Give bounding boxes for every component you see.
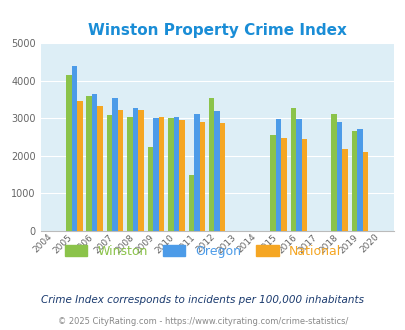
Legend: Winston, Oregon, National: Winston, Oregon, National (60, 240, 345, 263)
Bar (168, 118, 173, 231)
Bar (173, 117, 179, 231)
Bar (77, 101, 82, 231)
Bar (209, 98, 214, 231)
Bar (281, 138, 286, 231)
Bar (71, 66, 77, 231)
Bar (86, 96, 92, 231)
Bar (132, 108, 138, 231)
Bar (290, 108, 295, 231)
Bar (351, 131, 356, 231)
Bar (336, 122, 342, 231)
Bar (138, 110, 143, 231)
Bar (342, 148, 347, 231)
Bar (97, 106, 103, 231)
Bar (199, 121, 205, 231)
Bar (153, 118, 158, 231)
Title: Winston Property Crime Index: Winston Property Crime Index (87, 22, 346, 38)
Text: Crime Index corresponds to incidents per 100,000 inhabitants: Crime Index corresponds to incidents per… (41, 295, 364, 305)
Bar (330, 115, 336, 231)
Bar (220, 123, 225, 231)
Text: © 2025 CityRating.com - https://www.cityrating.com/crime-statistics/: © 2025 CityRating.com - https://www.city… (58, 317, 347, 326)
Bar (295, 119, 301, 231)
Bar (92, 94, 97, 231)
Bar (270, 135, 275, 231)
Bar (117, 110, 123, 231)
Bar (362, 151, 367, 231)
Bar (147, 148, 153, 231)
Bar (194, 115, 199, 231)
Bar (158, 117, 164, 231)
Bar (179, 120, 184, 231)
Bar (107, 115, 112, 231)
Bar (356, 129, 362, 231)
Bar (214, 111, 220, 231)
Bar (275, 119, 281, 231)
Bar (188, 175, 194, 231)
Bar (66, 75, 71, 231)
Bar (112, 98, 117, 231)
Bar (127, 117, 132, 231)
Bar (301, 139, 307, 231)
